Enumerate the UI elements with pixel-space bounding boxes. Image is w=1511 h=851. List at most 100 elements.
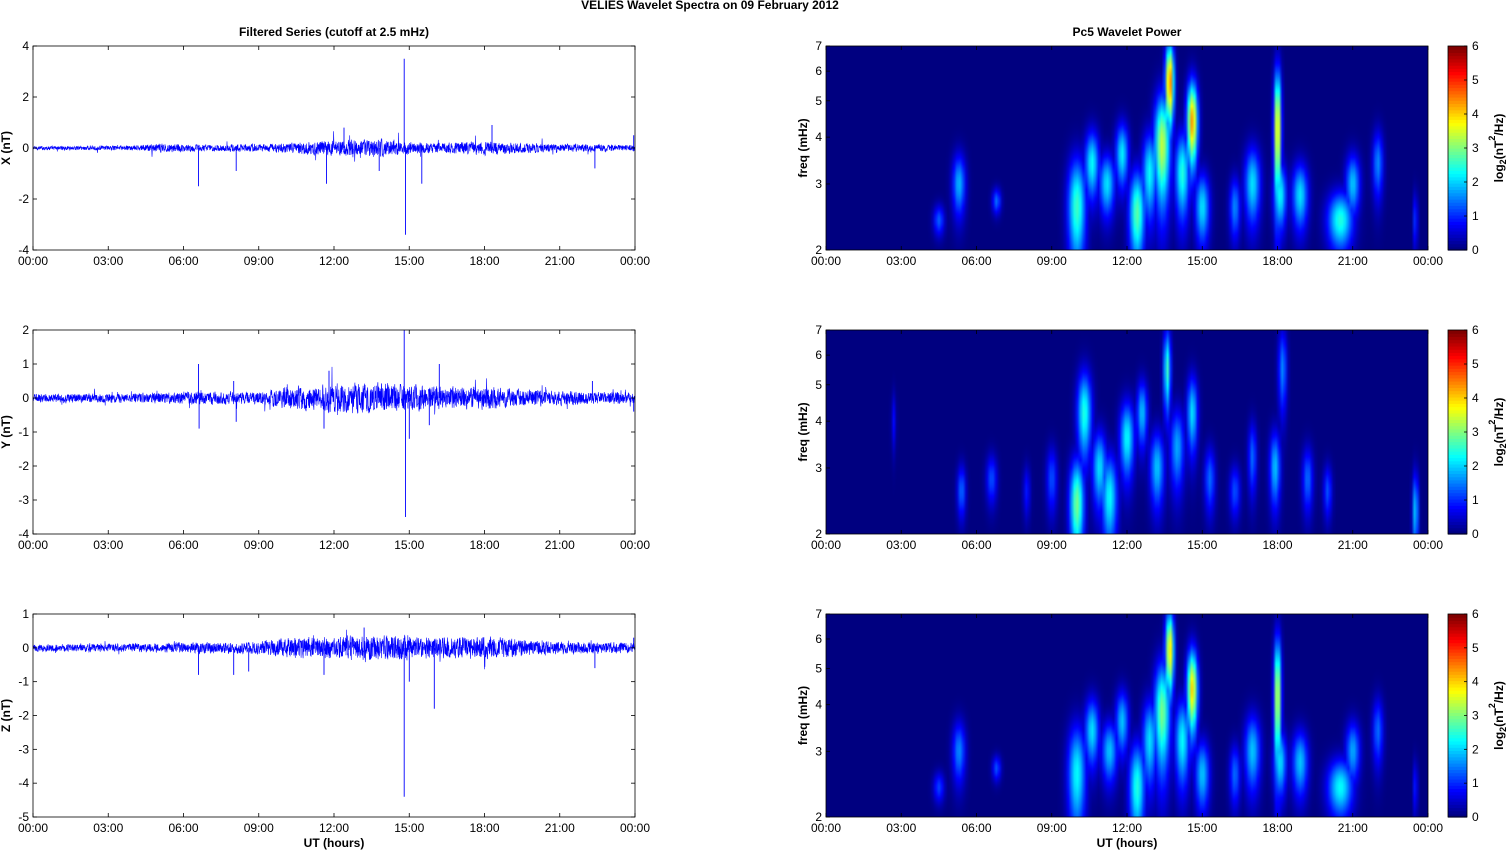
colorbar-segment [1448,84,1467,89]
x-tick-label: 12:00 [319,254,349,268]
x-tick-label: 21:00 [1338,821,1368,835]
y-tick-label: -4 [18,776,29,790]
x-tick-label: 18:00 [469,538,499,552]
y-tick-label: 3 [815,461,822,475]
colorbar-label-part: 2 [1498,727,1508,732]
x-tick-label: 18:00 [469,254,499,268]
y-tick-label: 2 [22,90,29,104]
y-tick-label: -2 [18,459,29,473]
colorbar-tick-label: 6 [1472,607,1479,621]
x-tick-label: 00:00 [18,538,48,552]
y-axis-label: freq (mHz) [796,118,810,177]
colorbar-segment [1448,230,1467,235]
colorbar-segment [1448,237,1467,242]
colorbar-segment [1448,775,1467,780]
colorbar-segment [1448,163,1467,168]
y-tick-label: -1 [18,675,29,689]
colorbar-segment [1448,432,1467,436]
colorbar-segment [1448,759,1467,764]
y-tick-label: 0 [22,391,29,405]
colorbar-segment [1448,728,1467,732]
colorbar-segment [1448,498,1467,503]
colorbar-segment [1448,655,1467,659]
colorbar-label-part: /Hz) [1492,681,1506,703]
colorbar-label-part: 2 [1487,703,1497,708]
colorbar-segment [1448,125,1467,130]
colorbar-label-part: (nT [1492,708,1506,727]
x-tick-label: 00:00 [1413,254,1443,268]
colorbar-segment [1448,68,1467,73]
colorbar-segment [1448,797,1467,802]
x-tick-label: 06:00 [961,821,991,835]
y-tick-label: 5 [815,662,822,676]
x-tick-label: 15:00 [394,538,424,552]
colorbar-segment [1448,167,1467,171]
colorbar-segment [1448,218,1467,222]
y-axis-label: freq (mHz) [796,402,810,461]
y-tick-label: 6 [815,632,822,646]
colorbar-segment [1448,179,1467,184]
colorbar-segment [1448,753,1467,758]
colorbar-segment [1448,614,1467,618]
colorbar-segment [1448,227,1467,232]
left-column-title: Filtered Series (cutoff at 2.5 mHz) [239,25,429,39]
colorbar-segment [1448,530,1467,535]
x-tick-label: 03:00 [886,821,916,835]
colorbar-segment [1448,199,1467,203]
colorbar-segment [1448,737,1467,742]
x-tick-label: 06:00 [168,538,198,552]
x-tick-label: 18:00 [1262,821,1292,835]
colorbar-segment [1448,639,1467,644]
colorbar-tick-label: 2 [1472,175,1479,189]
x-tick-label: 21:00 [1338,538,1368,552]
colorbar-segment [1448,620,1467,625]
colorbar-segment [1448,508,1467,513]
colorbar-segment [1448,460,1467,465]
colorbar-segment [1448,664,1467,669]
y-tick-label: -5 [18,810,29,824]
y-axis-label: freq (mHz) [796,686,810,745]
colorbar-segment [1448,766,1467,771]
x-tick-label: 00:00 [1413,821,1443,835]
colorbar-segment [1448,160,1467,165]
colorbar-segment [1448,368,1467,373]
x-axis-label: UT (hours) [304,836,365,850]
colorbar-segment [1448,511,1467,516]
colorbar-label-part: log [1492,448,1506,466]
y-tick-label: 4 [815,130,822,144]
colorbar-segment [1448,138,1467,143]
y-axis-label: X (nT) [0,131,13,165]
colorbar-segment [1448,132,1467,136]
colorbar-segment [1448,189,1467,194]
colorbar-segment [1448,769,1467,774]
colorbar-segment [1448,648,1467,653]
colorbar-segment [1448,119,1467,124]
colorbar-segment [1448,463,1467,468]
x-tick-label: 12:00 [319,821,349,835]
colorbar-segment [1448,744,1467,748]
colorbar-segment [1448,109,1467,114]
colorbar-segment [1448,148,1467,152]
colorbar-segment [1448,406,1467,411]
colorbar-segment [1448,502,1467,506]
colorbar-segment [1448,661,1467,666]
x-tick-label: 03:00 [886,538,916,552]
colorbar-segment [1448,699,1467,704]
colorbar-tick-label: 1 [1472,493,1479,507]
y-tick-label: -4 [18,527,29,541]
colorbar-tick-label: 5 [1472,357,1479,371]
x-axis-label: UT (hours) [1097,836,1158,850]
colorbar-segment [1448,473,1467,478]
x-tick-label: 21:00 [545,538,575,552]
colorbar-label-part: /Hz) [1492,114,1506,136]
colorbar-segment [1448,470,1467,475]
colorbar-segment [1448,390,1467,395]
x-tick-label: 09:00 [244,538,274,552]
colorbar-label-part: 2 [1487,420,1497,425]
colorbar-segment [1448,195,1467,200]
colorbar-segment [1448,794,1467,799]
x-tick-label: 06:00 [961,538,991,552]
